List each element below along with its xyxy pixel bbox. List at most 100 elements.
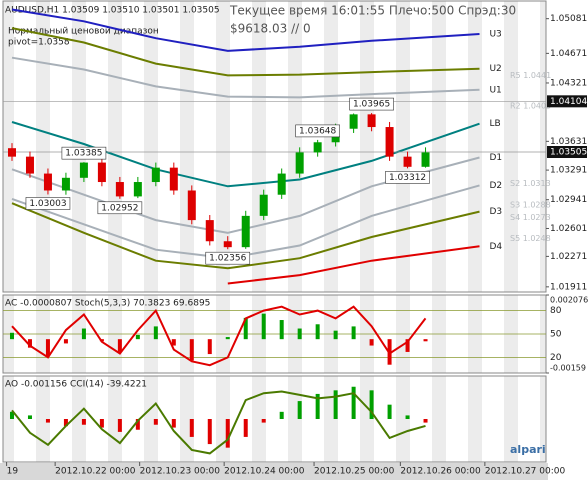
price-label-box xyxy=(349,97,394,111)
histogram-bar xyxy=(297,328,302,340)
histogram-bar xyxy=(135,334,140,340)
band-line xyxy=(11,121,480,188)
band-line xyxy=(11,56,480,99)
x-tick-label: 2012.10.25 00:00 xyxy=(314,467,395,477)
status: $9618.03 // 0 xyxy=(230,22,311,36)
band-line xyxy=(11,156,480,234)
y-tick-label: 1.03291 xyxy=(550,166,587,176)
candle-body xyxy=(241,215,250,248)
candle-body xyxy=(205,220,214,242)
band-label: D3 xyxy=(489,207,502,217)
y-tick-label: 1.02941 xyxy=(550,195,587,205)
histogram-bar xyxy=(315,393,320,419)
candle-body xyxy=(385,127,394,157)
y-tick-label: 1.04321 xyxy=(550,78,587,88)
candle-body xyxy=(349,114,358,129)
panel-title: AO -0.001156 CCI(14) -39.4221 xyxy=(5,380,147,390)
histogram-bar xyxy=(315,324,320,340)
y-tick-label: 20 xyxy=(550,353,562,363)
histogram-bar xyxy=(351,386,356,419)
histogram-bar xyxy=(207,339,212,355)
histogram-bar xyxy=(243,317,248,340)
histogram-bar xyxy=(63,339,68,344)
y-tick-label: 1.04671 xyxy=(550,49,587,59)
histogram-bar xyxy=(333,330,338,340)
candle-body xyxy=(115,182,124,197)
histogram-bar xyxy=(297,401,302,419)
price-label: 1.03312 xyxy=(389,173,426,183)
price-label: 1.02952 xyxy=(101,203,138,213)
y-tick-label: 50 xyxy=(550,330,562,340)
candle-body xyxy=(169,167,178,191)
x-tick-label: 2012.10.23 00:00 xyxy=(140,467,221,477)
histogram-bar xyxy=(225,419,230,448)
candle-body xyxy=(421,152,430,167)
histogram-bar xyxy=(27,339,32,348)
band-label: D2 xyxy=(489,181,502,191)
pivot-label: R2 1.0405 xyxy=(510,101,551,110)
pivot-label: S5 1.0248 xyxy=(510,234,551,243)
panel-title: AC -0.0000807 Stoch(5,3,3) 70.3823 69.68… xyxy=(5,299,210,309)
candle-body xyxy=(25,156,34,174)
indicator-line xyxy=(11,305,427,367)
price-label-box xyxy=(205,251,251,265)
y2-tick-label: -0.00159 xyxy=(550,364,586,373)
y-tick-label: 1.02601 xyxy=(550,224,587,234)
price-label-box xyxy=(61,146,107,160)
histogram-bar xyxy=(423,419,428,423)
band-label: U2 xyxy=(489,64,501,74)
histogram-bar xyxy=(63,419,68,427)
histogram-bar xyxy=(243,419,248,437)
indicator-line xyxy=(11,390,426,455)
price-label: 1.03385 xyxy=(65,149,102,159)
candle-body xyxy=(259,194,268,216)
histogram-bar xyxy=(81,328,86,340)
histogram-bar xyxy=(153,419,158,425)
histogram-bar xyxy=(27,415,32,419)
candle-body xyxy=(43,173,52,191)
histogram-bar xyxy=(45,339,50,357)
price-label-box xyxy=(295,124,340,138)
histogram-bar xyxy=(45,419,50,423)
histogram-bar xyxy=(261,419,266,423)
histogram-bar xyxy=(261,313,266,340)
histogram-bar xyxy=(99,419,104,428)
status: Текущее время 16:01:55 Плечо:500 Спрэд:3… xyxy=(229,4,516,18)
band-line xyxy=(11,202,480,270)
histogram-bar xyxy=(171,339,176,346)
histogram-bar xyxy=(279,320,284,340)
y-tick-label: 80 xyxy=(550,306,562,316)
x-tick-label: 2012.10.24 00:00 xyxy=(224,467,305,477)
band-label: LB xyxy=(489,119,500,129)
candle-body xyxy=(313,142,322,153)
x-tick-label: 2012.10.27 00:00 xyxy=(485,467,566,477)
candle-body xyxy=(277,173,286,195)
histogram-bar xyxy=(405,339,410,352)
x-tick-label: 2012.10.22 00:00 xyxy=(55,467,136,477)
x-tick-label: 19 xyxy=(7,467,19,477)
histogram-bar xyxy=(369,339,374,346)
candle-body xyxy=(187,190,196,221)
band-label: D1 xyxy=(489,153,502,163)
price-marker-label: 1.04104 xyxy=(550,97,587,107)
x-axis xyxy=(0,463,548,480)
band-line xyxy=(11,27,480,77)
y-tick-label: 1.03631 xyxy=(550,137,587,147)
y2-tick-label: 0.002076 xyxy=(550,296,588,305)
y-tick-label: 1.01911 xyxy=(550,282,587,292)
histogram-bar xyxy=(117,419,122,432)
brand: alpari xyxy=(510,443,546,456)
y-tick-label: 1.02271 xyxy=(550,252,587,262)
histogram-bar xyxy=(189,339,194,361)
histogram-bar xyxy=(9,332,14,340)
pivot-label: S4 1.0273 xyxy=(510,213,551,222)
price-label: 1.03965 xyxy=(353,100,390,110)
chart-title: AUDUSD,H1 1.03509 1.03510 1.03501 1.0350… xyxy=(5,6,220,16)
histogram-bar xyxy=(333,390,338,419)
price-label-box xyxy=(25,197,71,210)
histogram-bar xyxy=(405,415,410,419)
candle-body xyxy=(403,156,412,167)
histogram-bar xyxy=(153,326,158,340)
histogram-bar xyxy=(171,419,176,428)
